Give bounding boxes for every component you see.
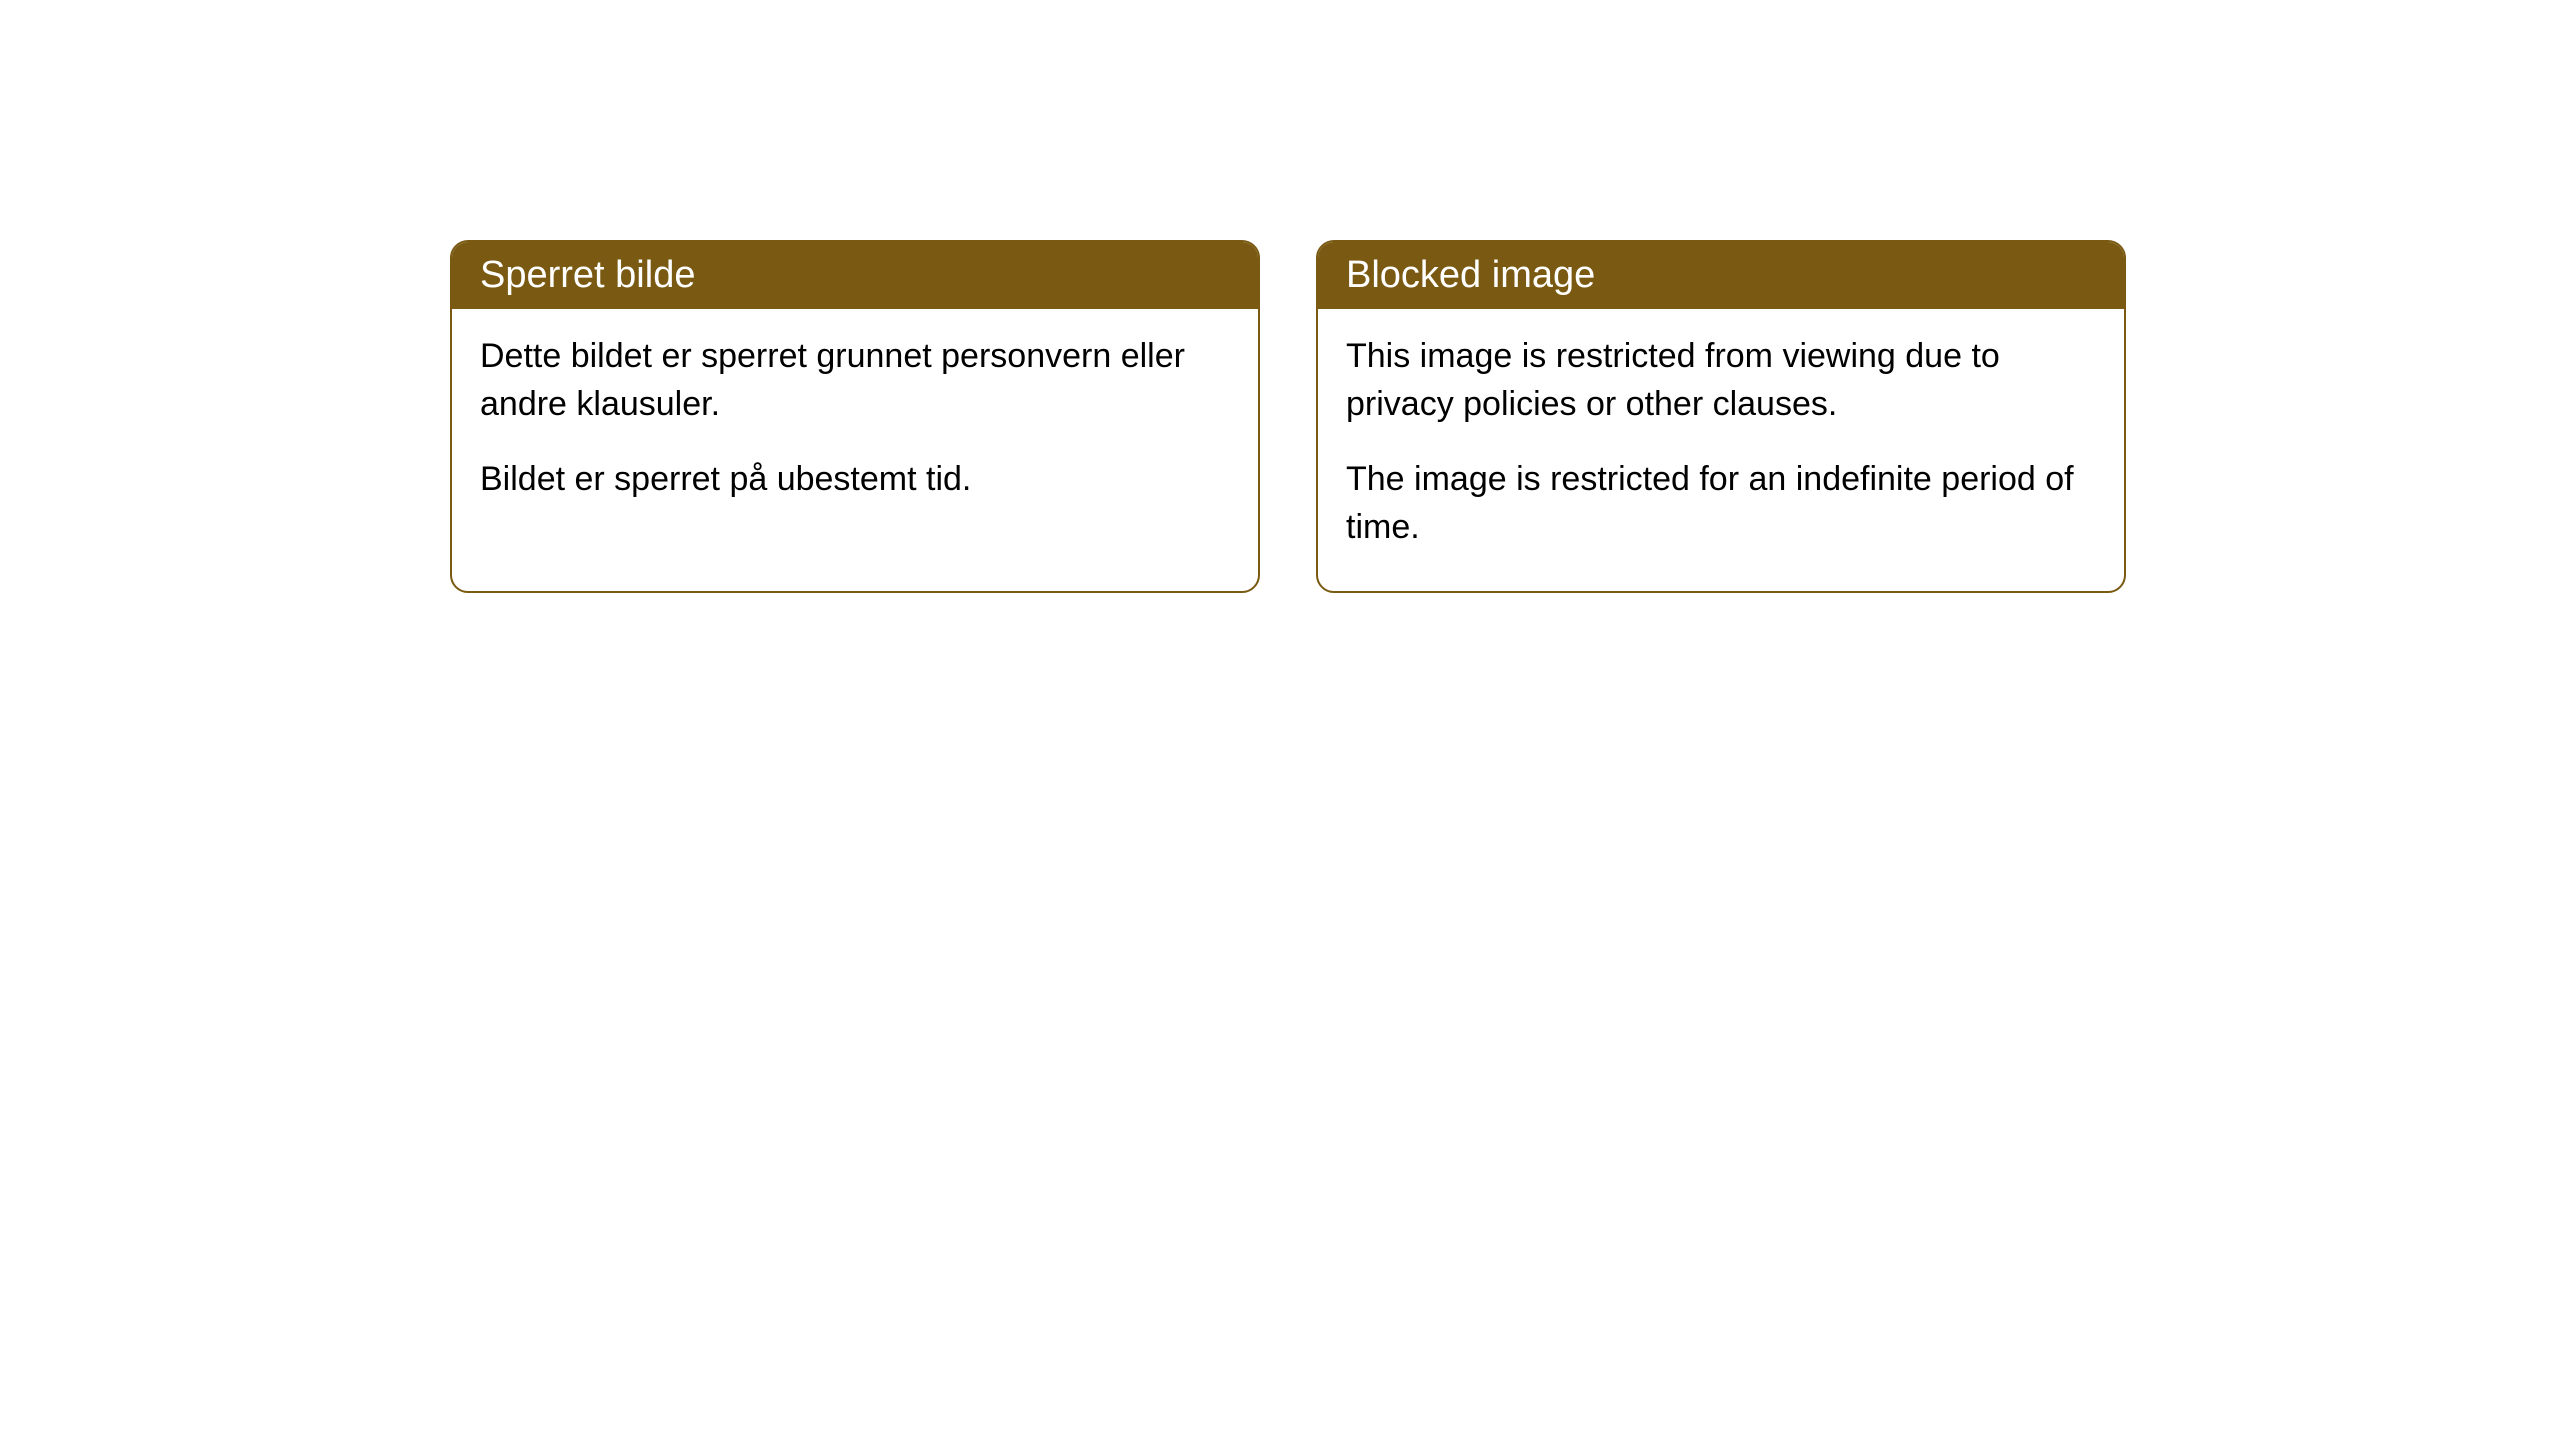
- card-body-no: Dette bildet er sperret grunnet personve…: [452, 309, 1258, 544]
- card-text-en-1: This image is restricted from viewing du…: [1346, 333, 2096, 428]
- card-text-en-2: The image is restricted for an indefinit…: [1346, 456, 2096, 551]
- card-body-en: This image is restricted from viewing du…: [1318, 309, 2124, 591]
- cards-container: Sperret bilde Dette bildet er sperret gr…: [450, 240, 2126, 593]
- blocked-image-card-no: Sperret bilde Dette bildet er sperret gr…: [450, 240, 1260, 593]
- card-text-no-2: Bildet er sperret på ubestemt tid.: [480, 456, 1230, 504]
- card-header-no: Sperret bilde: [452, 242, 1258, 309]
- blocked-image-card-en: Blocked image This image is restricted f…: [1316, 240, 2126, 593]
- card-text-no-1: Dette bildet er sperret grunnet personve…: [480, 333, 1230, 428]
- card-header-en: Blocked image: [1318, 242, 2124, 309]
